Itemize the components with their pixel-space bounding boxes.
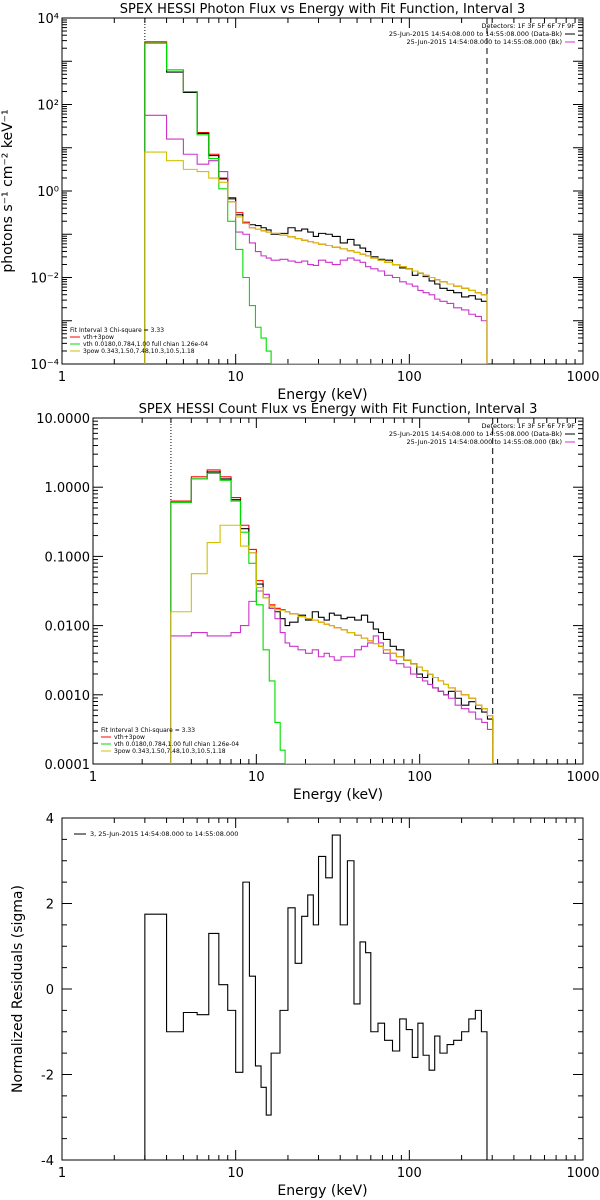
x-tick-label: 100 [407, 770, 432, 785]
legend-entry: 3pow 0.343,1.50,7.48,10.3,10.5,1.18 [114, 748, 226, 755]
series-residuals [144, 834, 488, 1160]
x-tick-label: 100 [397, 370, 422, 385]
x-tick-label: 1000 [566, 1166, 599, 1181]
chart-panel-2: SPEX HESSI Count Flux vs Energy with Fit… [36, 402, 599, 803]
x-tick-label: 100 [397, 1166, 422, 1181]
series-bk [170, 590, 494, 764]
y-tick-label: -4 [41, 1154, 54, 1169]
y-tick-label: 10.0000 [36, 412, 90, 427]
y-axis-label: Normalized Residuals (sigma) [10, 885, 26, 1093]
series-vth [144, 42, 487, 364]
legend-fit-interval: Fit Interval 3 Chi-square = 3.33 [101, 727, 195, 734]
series-3pow [144, 151, 488, 364]
series-data-bk [144, 42, 488, 364]
y-tick-label: 2 [46, 898, 54, 913]
x-tick-label: 1 [58, 1166, 66, 1181]
y-tick-label: 0.0100 [45, 620, 91, 635]
legend-entry: vth+3pow [83, 334, 114, 341]
x-axis-label: Energy (keV) [293, 787, 383, 803]
legend-entry: 25-Jun-2015 14:54:08.000 to 14:55:08.000… [407, 38, 562, 46]
legend-fit-interval: Fit Interval 3 Chi-square = 3.33 [70, 327, 164, 334]
legend-entry: vth 0.0180,0.784,1.00 full chian 1.26e-0… [114, 741, 239, 748]
x-tick-label: 1 [58, 370, 66, 385]
y-axis-label: photons s⁻¹ cm⁻² keV⁻¹ [0, 109, 16, 272]
y-tick-label: 10⁻⁴ [30, 358, 59, 373]
y-tick-label: 0.0001 [45, 758, 91, 773]
series-bk [144, 114, 488, 364]
y-tick-label: 10⁰ [37, 185, 59, 200]
y-tick-label: 0 [46, 983, 54, 998]
legend-entry: 25-Jun-2015 14:54:08.000 to 14:55:08.000… [407, 438, 562, 446]
x-tick-label: 10 [248, 770, 265, 785]
series-vth-3pow [144, 41, 488, 364]
chart-panel-3: 1 10 100 1000 Energy (keV) -4 -2 0 2 4 Normalized … [10, 812, 600, 1199]
legend-detectors: Detectors: 1F 3F 5F 6F 7F 9F [481, 22, 575, 30]
chart-panel-1: SPEX HESSI Photon Flux vs Energy with Fi… [0, 2, 600, 403]
series-vth-3pow [170, 469, 494, 764]
legend-entry: vth+3pow [114, 734, 145, 741]
legend-detectors: Detectors: 1F 3F 5F 6F 7F 9F [481, 422, 575, 430]
y-tick-label: 10⁴ [37, 12, 59, 27]
series-vth [170, 472, 493, 764]
plot-frame [61, 817, 584, 1161]
y-tick-label: 4 [46, 812, 54, 827]
x-tick-label: 1000 [566, 770, 599, 785]
legend-entry: 3pow 0.343,1.50,7.48,10.3,10.5,1.18 [83, 348, 195, 355]
y-tick-label: 1.0000 [45, 481, 91, 496]
x-tick-label: 10 [227, 370, 244, 385]
legend-entry: 25-Jun-2015 14:54:08.000 to 14:55:08.000… [389, 430, 562, 438]
y-tick-label: -2 [41, 1069, 54, 1084]
x-tick-label: 1000 [566, 370, 599, 385]
y-tick-label: 0.0010 [45, 689, 91, 704]
legend-entry: 25-Jun-2015 14:54:08.000 to 14:55:08.000… [389, 30, 562, 38]
x-tick-label: 10 [227, 1166, 244, 1181]
chart-title: SPEX HESSI Photon Flux vs Energy with Fi… [120, 2, 526, 17]
plot-frame [92, 417, 584, 765]
y-tick-label: 10⁻² [30, 272, 59, 287]
y-tick-label: 10² [37, 99, 59, 114]
x-axis-label: Energy (keV) [277, 1183, 367, 1199]
series-data-bk [170, 471, 494, 764]
x-tick-label: 1 [89, 770, 97, 785]
series-3pow [170, 524, 494, 764]
x-axis-label: Energy (keV) [277, 387, 367, 403]
chart-title: SPEX HESSI Count Flux vs Energy with Fit… [139, 402, 538, 417]
legend-entry: 3, 25-Jun-2015 14:54:08.000 to 14:55:08.… [90, 830, 238, 838]
legend-entry: vth 0.0180,0.784,1.00 full chian 1.26e-0… [83, 341, 208, 348]
plot-frame [61, 17, 584, 365]
y-tick-label: 0.1000 [45, 550, 91, 565]
